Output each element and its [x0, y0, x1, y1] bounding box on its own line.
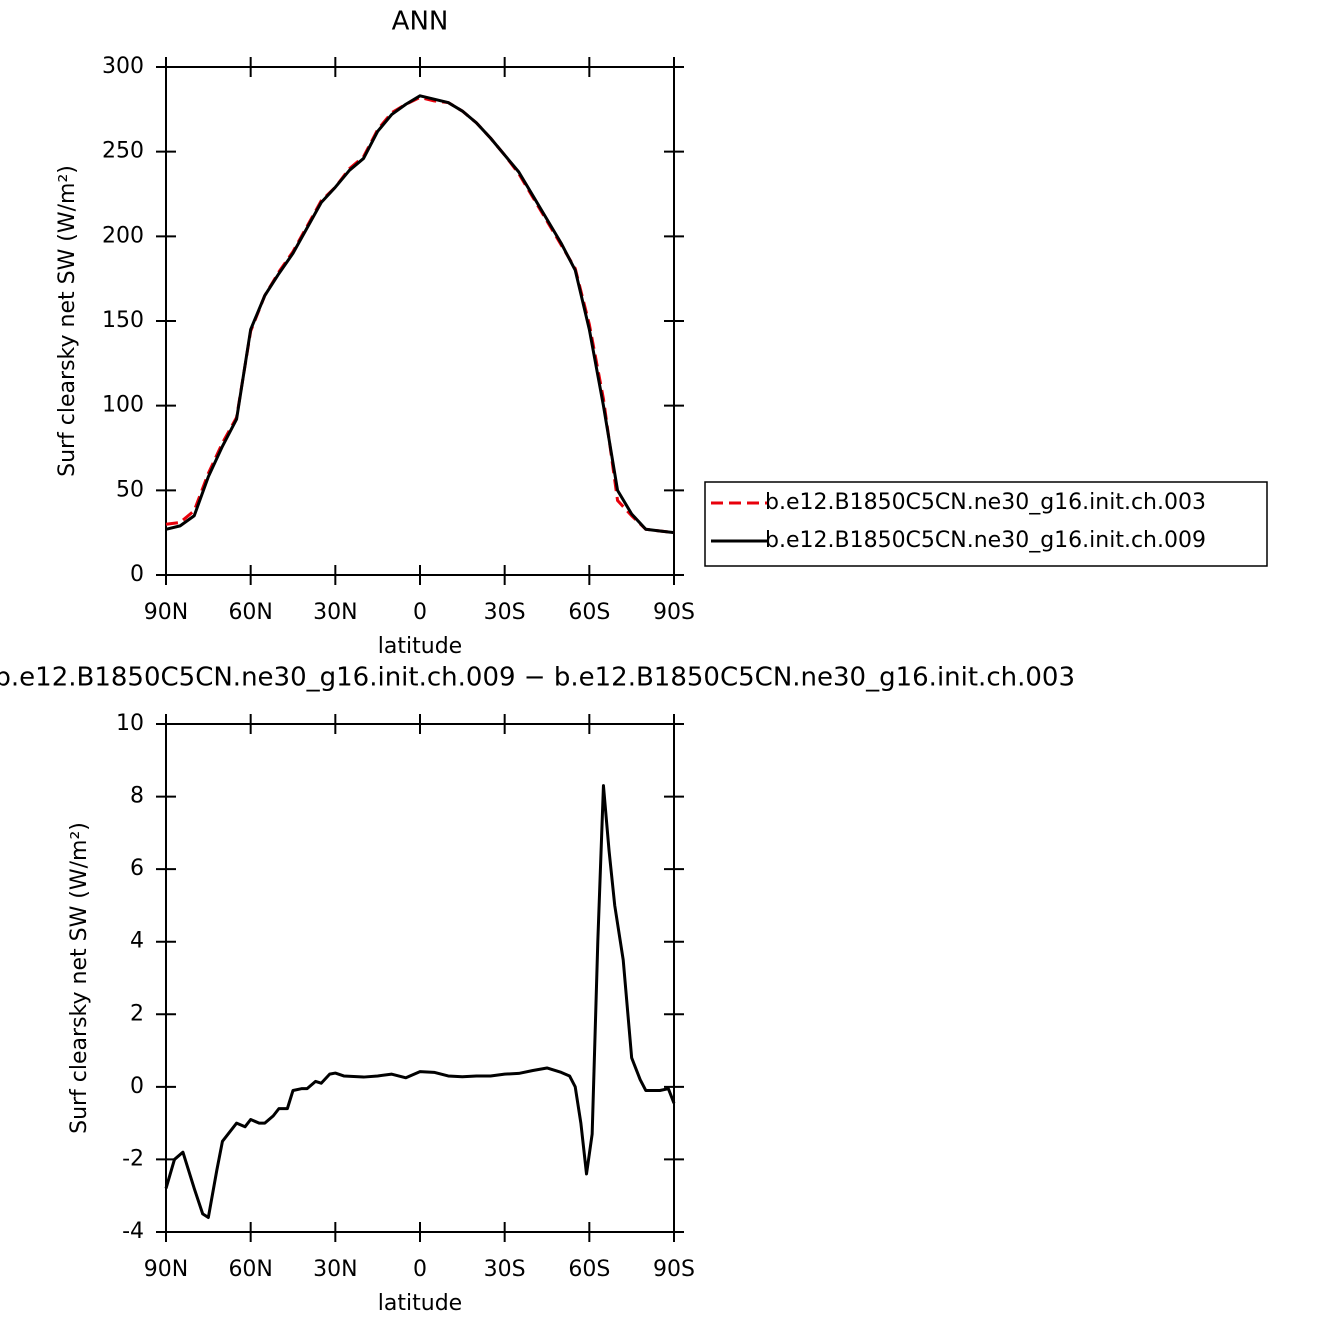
- y-tick-label: 300: [102, 54, 144, 79]
- y-axis-label: Surf clearsky net SW (W/m²): [55, 165, 80, 477]
- chart-title: b.e12.B1850C5CN.ne30_g16.init.ch.009 − b…: [0, 663, 1075, 693]
- y-tick-label: 150: [102, 308, 144, 333]
- data-line: [164, 784, 676, 1219]
- y-tick-label: 100: [102, 393, 144, 418]
- y-tick-label: -4: [122, 1219, 144, 1244]
- x-tick-label: 30S: [484, 600, 526, 625]
- x-tick-label: 30N: [313, 600, 357, 625]
- y-tick-label: -2: [122, 1146, 144, 1171]
- plot-frame: [165, 66, 675, 576]
- y-tick-label: 4: [130, 929, 144, 954]
- y-axis-label: Surf clearsky net SW (W/m²): [67, 822, 92, 1134]
- x-tick-label: 30S: [484, 1257, 526, 1282]
- data-line: [165, 95, 675, 535]
- y-tick-label: 250: [102, 139, 144, 164]
- chart-title: ANN: [392, 7, 449, 37]
- x-tick-label: 90N: [144, 600, 188, 625]
- x-tick-label: 0: [413, 1257, 427, 1282]
- y-tick-label: 0: [130, 562, 144, 587]
- y-tick-label: 6: [130, 856, 144, 881]
- data-line: [165, 94, 675, 535]
- x-tick-label: 0: [413, 600, 427, 625]
- x-tick-label: 60N: [228, 600, 272, 625]
- legend-label: b.e12.B1850C5CN.ne30_g16.init.ch.003: [765, 490, 1206, 515]
- x-tick-label: 60S: [568, 600, 610, 625]
- y-tick-label: 200: [102, 223, 144, 248]
- y-tick-label: 10: [116, 711, 144, 736]
- x-axis-label: latitude: [378, 634, 462, 659]
- x-tick-label: 90N: [144, 1257, 188, 1282]
- y-tick-label: 2: [130, 1001, 144, 1026]
- y-tick-label: 0: [130, 1074, 144, 1099]
- x-axis-label: latitude: [378, 1291, 462, 1316]
- x-tick-label: 30N: [313, 1257, 357, 1282]
- x-tick-label: 90S: [653, 1257, 695, 1282]
- y-tick-label: 8: [130, 784, 144, 809]
- legend-box: [704, 481, 1268, 567]
- x-tick-label: 60S: [568, 1257, 610, 1282]
- x-tick-label: 90S: [653, 600, 695, 625]
- legend-label: b.e12.B1850C5CN.ne30_g16.init.ch.009: [765, 528, 1206, 553]
- y-tick-label: 50: [116, 477, 144, 502]
- x-tick-label: 60N: [228, 1257, 272, 1282]
